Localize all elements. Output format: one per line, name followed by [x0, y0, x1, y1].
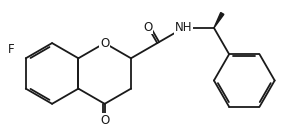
Text: NH: NH	[175, 21, 192, 34]
Text: O: O	[144, 21, 153, 34]
Text: O: O	[100, 114, 109, 127]
Text: O: O	[100, 37, 109, 50]
Polygon shape	[214, 12, 224, 28]
Text: F: F	[8, 43, 15, 56]
